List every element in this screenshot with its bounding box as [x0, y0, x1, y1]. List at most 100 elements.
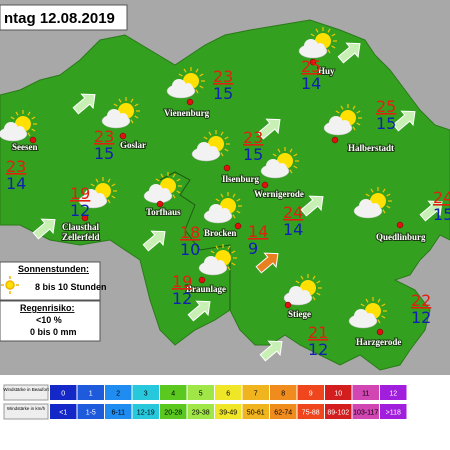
wind-arrow: [257, 118, 281, 140]
weather-icon: [203, 192, 242, 224]
wind-cell-label: 8: [281, 391, 285, 398]
sun-ray: [199, 73, 204, 77]
wind-cell-label: 39-49: [219, 410, 237, 417]
sun-ray: [331, 33, 336, 37]
min-temp: 12: [411, 308, 431, 327]
wind-arrow: [187, 300, 211, 322]
title-box: [0, 4, 128, 31]
wind-cell: [325, 404, 352, 419]
sun-ray: [327, 49, 331, 54]
city-dot: [29, 136, 37, 144]
city-dot: [186, 98, 194, 106]
sun-ray: [360, 303, 365, 307]
wind-cell: [187, 404, 214, 419]
wind-cell: [242, 385, 269, 400]
max-temp: 24: [283, 203, 303, 222]
cloud: [95, 193, 105, 203]
min-temp: 14: [6, 174, 26, 193]
sun-ray: [327, 28, 331, 33]
wind-arrow: [419, 200, 443, 222]
weather-icon: [323, 104, 362, 136]
sun-ray: [107, 178, 111, 183]
sun-ray: [386, 193, 391, 197]
weather-icon: [78, 177, 117, 209]
wind-cell: [50, 385, 77, 400]
wind-cell: [215, 385, 242, 400]
sun-ray: [199, 85, 204, 89]
city-dot: [331, 136, 339, 144]
wind-cell: [297, 404, 324, 419]
wind-cell: [77, 404, 104, 419]
sun-ray: [316, 280, 321, 284]
city-name: Goslar: [120, 140, 146, 150]
city-dot: [284, 301, 292, 309]
city-name: Quedlinburg: [376, 232, 426, 242]
cloud: [215, 260, 225, 270]
max-temp: 24: [433, 188, 450, 207]
city-name: Stiege: [288, 309, 311, 319]
sun-ray: [293, 165, 298, 169]
sun-ray: [352, 105, 356, 110]
sun-ray: [95, 178, 99, 183]
legend-sun-icon: [1, 276, 19, 294]
sun-ray: [183, 68, 187, 73]
wind-cell: [50, 404, 77, 419]
weather-icon: [198, 244, 237, 276]
max-temp: 19: [172, 272, 192, 291]
sun-ray: [176, 178, 181, 182]
max-temp: 14: [248, 222, 268, 241]
wind-cell: [77, 385, 104, 400]
sun-ray: [300, 275, 304, 280]
sun-ray: [160, 173, 164, 178]
sun-ray: [172, 173, 176, 178]
wind-cell: [132, 404, 159, 419]
sun-ray: [289, 169, 293, 174]
max-temp: 21: [308, 323, 328, 342]
min-temp: 15: [433, 205, 450, 224]
sun-ray: [31, 116, 36, 120]
city-name: Zellerfeld: [62, 232, 100, 242]
cloud: [354, 309, 368, 323]
city-name: Ilsenburg: [222, 174, 260, 184]
sun-ray: [377, 319, 381, 324]
wind-cell: [297, 385, 324, 400]
cloud: [107, 109, 121, 123]
sun-ray: [382, 209, 386, 214]
wind-arrow: [300, 195, 324, 217]
sun-legend-box: [0, 261, 101, 301]
min-temp: 9: [248, 239, 258, 258]
sun-ray: [134, 103, 139, 107]
cloud: [183, 83, 193, 93]
city-name: Braunlage: [186, 284, 226, 294]
sun-ray: [370, 188, 374, 193]
sun-ray: [231, 262, 236, 266]
min-temp: 12: [70, 201, 90, 220]
cloud: [289, 286, 303, 300]
min-temp: 10: [180, 240, 200, 259]
wind-cell-label: 12: [389, 391, 397, 398]
wind-cell-label: 11: [362, 391, 369, 398]
sun-ray: [208, 131, 212, 136]
sun-ray: [195, 68, 199, 73]
sun-ray: [310, 33, 315, 37]
sun-ray: [381, 303, 386, 307]
min-temp: 12: [172, 289, 192, 308]
city-name: Brocken: [204, 228, 236, 238]
sun-ray: [15, 111, 19, 116]
city-dot: [156, 200, 164, 208]
sun-ray: [27, 132, 31, 137]
city-name: Seesen: [12, 142, 38, 152]
sun-ray: [220, 131, 224, 136]
sun-ray: [315, 28, 319, 33]
wind-cell: [242, 404, 269, 419]
wind-arrow: [32, 218, 56, 240]
cloud: [277, 163, 287, 173]
city-dot: [396, 221, 404, 229]
min-temp: 15: [94, 144, 114, 163]
cloud: [204, 256, 218, 270]
wind-cell: [160, 404, 187, 419]
wind-cell-label: 89-102: [327, 410, 349, 417]
sun-ray: [172, 194, 176, 199]
wind-arrow: [259, 340, 283, 362]
